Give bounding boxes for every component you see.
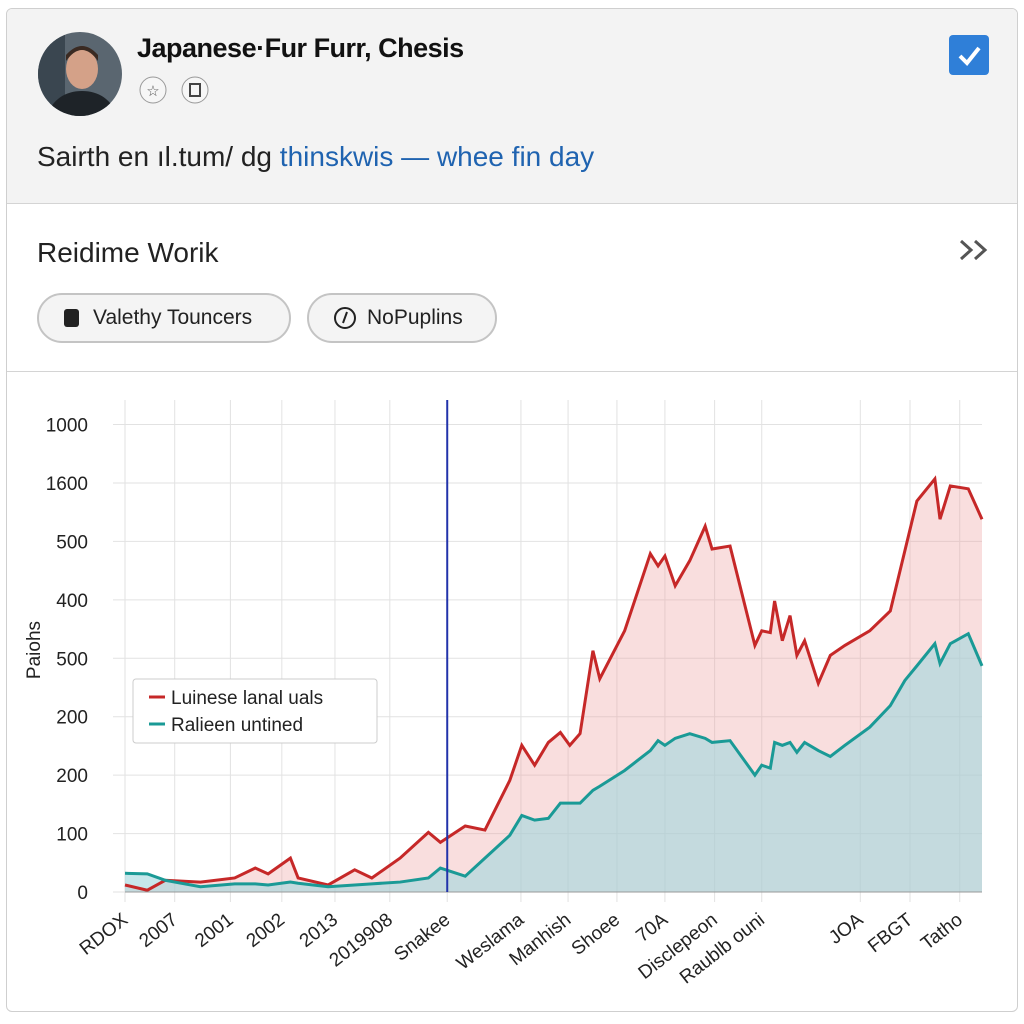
x-tick-label: JOA [825,909,867,948]
legend-box [132,678,378,744]
y-axis-label: Paiohs [24,621,45,679]
title: Japanese·Fur Furr, Chesis [137,33,464,63]
y-tick-label: 1600 [46,474,88,495]
section-title: Reidime Worik [37,237,219,268]
expand[interactable] [955,235,995,265]
line [124,631,984,889]
button[interactable]: Valethy Touncers [37,293,291,343]
y-tick-label: 500 [56,532,88,553]
x-tick-label: 2007 [136,909,182,952]
y-tick-label: 400 [56,591,88,612]
legend-label: Luinese lanal uals [171,688,323,709]
legend-label: Ralieen untined [171,715,303,736]
icons: ☆ [139,76,209,104]
button-label: NoPuplins [367,306,463,329]
y-tick-label: 500 [56,649,88,670]
checkbox[interactable] [949,35,989,75]
x-tick-label: Shoee [568,909,624,959]
divider [7,371,1017,372]
y-tick-label: 200 [56,766,88,787]
link[interactable]: thinskwis — whee fin day [279,141,595,172]
button-label: Valethy Touncers [93,306,253,329]
line [124,475,984,892]
x-tick-label: 70A [632,909,672,947]
y-tick-label: 1000 [46,416,88,437]
area-fill [125,633,982,892]
x-tick-label: Snakee [391,909,455,965]
header: Japanese·Fur Furr, Chesis ☆ Sairth en ıl… [7,9,1017,204]
x-tick-label: 2013 [296,909,342,952]
y-tick-label: 0 [77,883,88,904]
x-tick-label: Tatho [917,909,967,954]
x-tick-label: RDOX [76,909,132,960]
subtitle: Sairth en ıl.tum/ dg thinskwis — whee fi… [37,141,594,173]
y-tick-label: 200 [56,708,88,729]
x-tick-label: 2002 [243,909,289,952]
x-tick-label: 2001 [191,909,237,952]
subtitle-text: Sairth en ıl.tum/ dg [37,141,273,172]
y-tick-label: 100 [56,825,88,846]
avatar [38,32,122,116]
svg-text:☆: ☆ [146,83,159,100]
x-tick-label: FBGT [864,909,917,957]
button[interactable]: NoPuplins [307,293,497,343]
